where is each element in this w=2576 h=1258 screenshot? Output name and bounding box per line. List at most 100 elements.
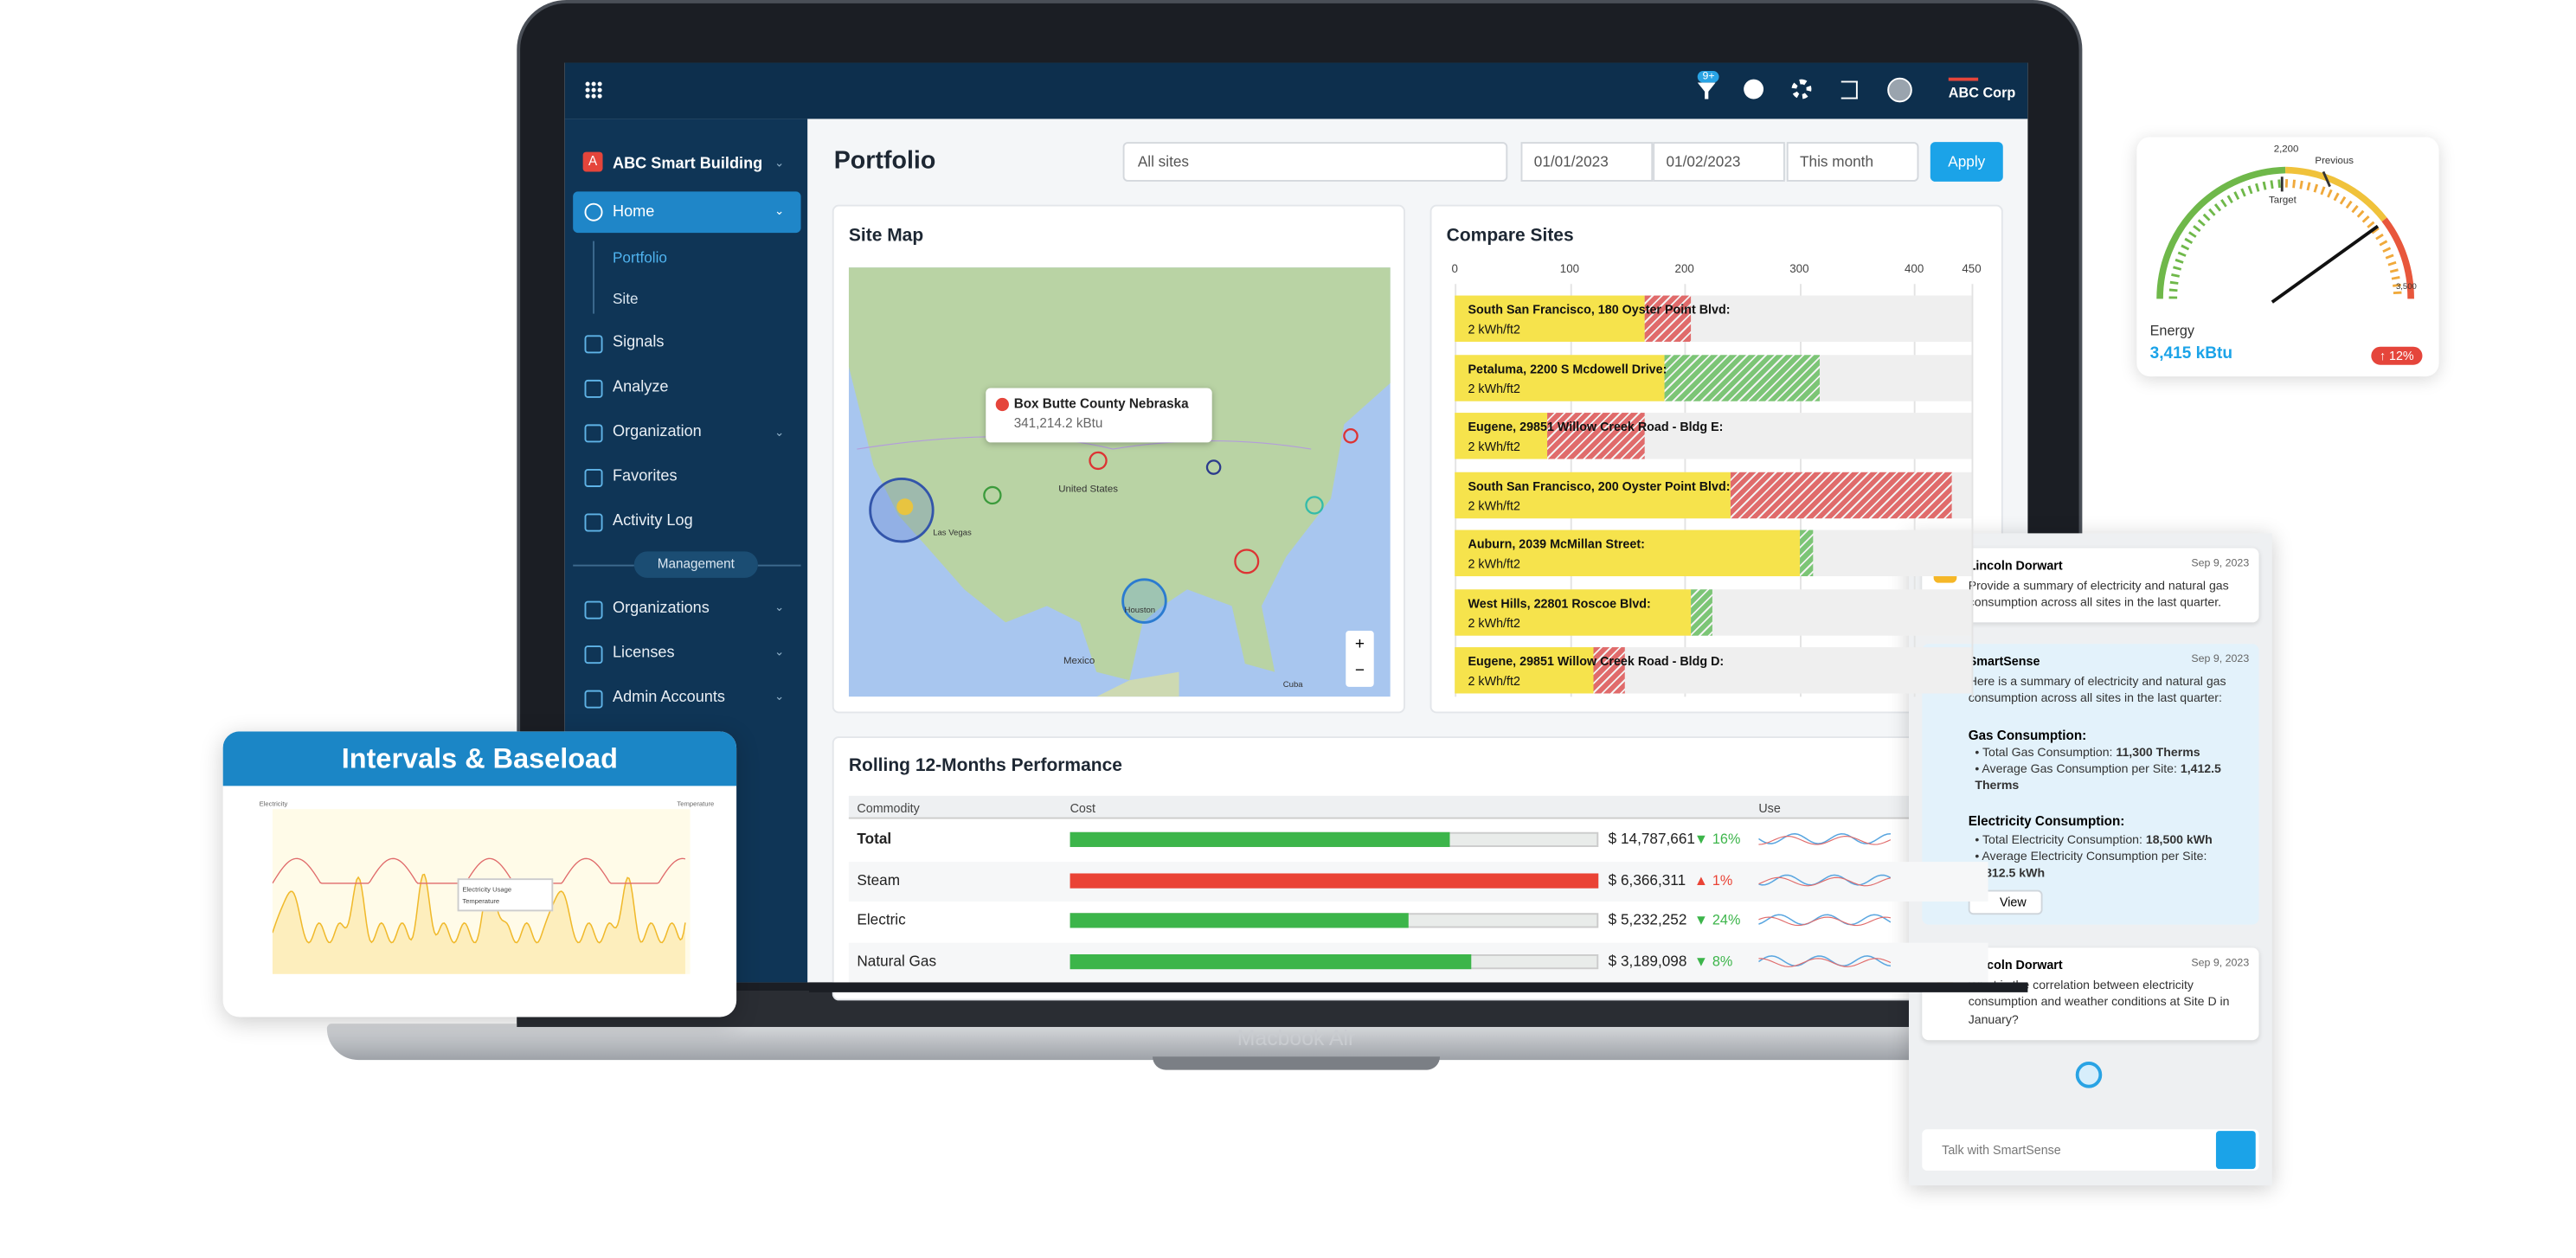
change: 24% [1712, 911, 1741, 928]
grid-line [1971, 284, 1973, 697]
nav-item[interactable]: Activity Log [612, 511, 693, 530]
subnav-item[interactable]: Site [612, 290, 639, 307]
column-header: Cost [1070, 800, 1096, 816]
site-marker[interactable] [983, 485, 1002, 505]
nav-item[interactable]: Organization [612, 422, 702, 441]
gauge-arc [2381, 217, 2414, 299]
bar-change [1799, 530, 1814, 576]
site-marker[interactable] [1121, 578, 1167, 624]
message-text: Provide a summary of electricity and nat… [1968, 577, 2229, 610]
site-intensity: 2 kWh/ft2 [1468, 556, 1520, 572]
map[interactable]: + − [848, 267, 1391, 697]
map-label: Las Vegas [933, 528, 972, 539]
cost-bar [1070, 831, 1451, 847]
site-marker[interactable] [1343, 428, 1359, 444]
period-select[interactable] [1786, 142, 1919, 182]
end-date[interactable] [1653, 142, 1785, 182]
x-tick-label: 400 [1904, 264, 1924, 276]
site-label: Eugene, 29851 Willow Creek Road - Bldg E… [1468, 419, 1724, 434]
view-label: View [1999, 895, 2027, 910]
nav-item[interactable]: Signals [612, 333, 665, 352]
device-label: Macbook Air [1237, 1025, 1356, 1050]
site-intensity: 2 kWh/ft2 [1468, 322, 1520, 337]
bar-change [1546, 413, 1645, 459]
intervals-header [222, 731, 737, 786]
author: SmartSense [1968, 653, 2040, 669]
bar-base [1455, 471, 1731, 518]
nav-item[interactable]: Home [612, 202, 655, 221]
spark [1758, 916, 1892, 927]
site-marker[interactable] [1305, 496, 1324, 515]
logout-icon[interactable] [1840, 80, 1858, 99]
item-value: 18,500 kWh [2145, 831, 2213, 847]
site-marker[interactable] [896, 498, 914, 516]
subnav-item[interactable]: Portfolio [612, 249, 668, 266]
send-button[interactable] [2215, 1131, 2256, 1170]
avatar[interactable] [1887, 77, 1912, 103]
map-label: Mexico [1063, 657, 1095, 667]
chart-tooltip [457, 878, 554, 912]
table-header [848, 795, 1988, 819]
card-title: Rolling 12-Months Performance [848, 756, 1122, 776]
trend: ▼ [1693, 952, 1708, 969]
nav-item[interactable]: Analyze [612, 378, 669, 396]
axis-title: Temperature [677, 799, 715, 808]
zoom-out[interactable]: − [1355, 661, 1365, 679]
bar-base [1455, 354, 1666, 401]
tooltip-value: 341,214.2 kBtu [1013, 415, 1103, 432]
active-nav[interactable] [573, 191, 801, 234]
apply-button[interactable]: Apply [1930, 142, 2003, 182]
nav-item[interactable]: Favorites [612, 467, 678, 486]
site-marker[interactable] [1234, 549, 1260, 574]
bar-base [1455, 295, 1645, 343]
nav-item[interactable]: Admin Accounts [612, 688, 725, 707]
site-intensity: 2 kWh/ft2 [1468, 673, 1520, 689]
bar-change [1665, 354, 1821, 401]
site-marker[interactable] [1205, 459, 1222, 475]
start-date[interactable] [1520, 142, 1654, 182]
notification-badge: 9+ [1697, 71, 1720, 83]
column-header: Commodity [857, 800, 920, 816]
change: 1% [1712, 870, 1733, 888]
chat-input[interactable] [1922, 1129, 2259, 1171]
brand-mark [1948, 77, 1979, 81]
card-title: Site Map [848, 226, 924, 247]
trend: ▲ [1693, 870, 1708, 888]
commodity: Natural Gas [857, 952, 937, 969]
reply-intro: Here is a summary of electricity and nat… [1968, 673, 2226, 706]
site-label: South San Francisco, 200 Oyster Point Bl… [1468, 478, 1731, 493]
map-label: Cuba [1282, 680, 1303, 690]
date: Sep 9, 2023 [2191, 558, 2250, 570]
cost-bar [1070, 913, 1409, 928]
map-label: United States [1058, 485, 1118, 496]
zoom-control[interactable] [1346, 630, 1374, 687]
nav-icon [584, 424, 603, 443]
building-name[interactable]: ABC Smart Building [612, 155, 763, 174]
zoom-in[interactable]: + [1355, 635, 1365, 653]
cost-bar [1070, 872, 1599, 888]
settings-icon[interactable] [1791, 79, 1812, 99]
x-tick-label: 300 [1789, 264, 1809, 276]
bezel-bottom [809, 982, 2028, 992]
map-label: Houston [1124, 606, 1156, 616]
axis-title: Electricity [259, 799, 288, 808]
land [1096, 671, 1179, 697]
nav-item[interactable]: Licenses [612, 644, 675, 663]
site-filter[interactable] [1122, 142, 1508, 182]
spark [1758, 914, 1892, 926]
nav-icon [584, 379, 603, 398]
apps-icon[interactable] [584, 80, 603, 99]
nav-item[interactable]: Organizations [612, 599, 710, 618]
bar-change [1690, 588, 1713, 635]
author: Lincoln Dorwart [1968, 957, 2063, 972]
reply-item: • Average Electricity Consumption per Si… [1975, 848, 2207, 881]
commodity: Total [857, 830, 892, 847]
help-icon[interactable] [1744, 79, 1764, 99]
usage-area [272, 874, 685, 974]
x-tick-label: 0 [1451, 264, 1458, 276]
cost: $ 6,366,311 [1608, 870, 1686, 888]
site-marker[interactable] [1089, 451, 1108, 471]
gauge-label: 2,200 [2273, 144, 2299, 156]
gauge-title: Energy [2149, 322, 2195, 339]
